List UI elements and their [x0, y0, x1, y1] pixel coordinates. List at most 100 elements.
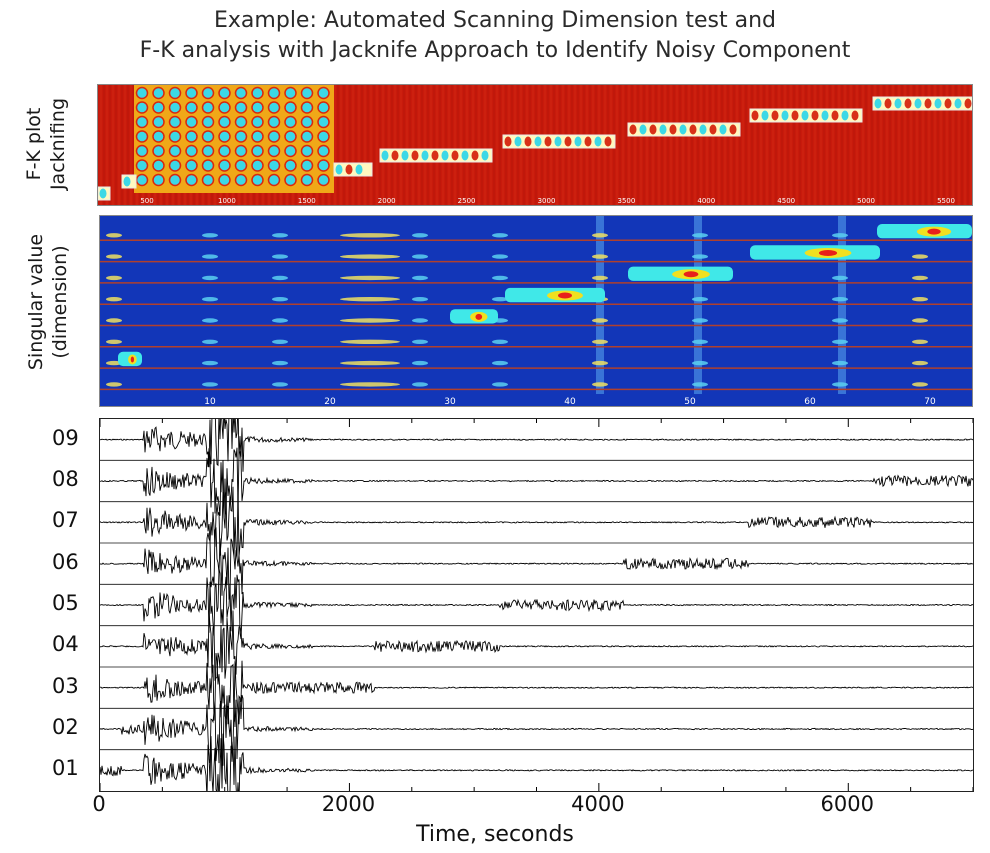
fk-band-cell: [874, 98, 882, 109]
fk-event-cell: [234, 144, 248, 158]
fk-event-cell: [317, 144, 330, 158]
fk-event-cell: [317, 101, 330, 114]
fk-event-cell: [152, 159, 165, 172]
fk-band-cell: [659, 124, 667, 135]
fk-event-block: [134, 85, 334, 193]
trace-channel-01: [100, 733, 973, 791]
x-tick-label: 0: [92, 792, 106, 816]
fk-xtick-label: 4000: [697, 197, 715, 205]
fk-event-cell: [317, 130, 330, 143]
fk-event-cell: [251, 86, 264, 100]
fk-band-cell: [461, 150, 469, 161]
channel-label-09: 09: [52, 425, 79, 450]
sv-hot-peak: [683, 271, 699, 278]
fk-event-cell: [234, 86, 248, 100]
sv-blip: [912, 318, 928, 323]
fk-band-cell: [564, 136, 572, 147]
trace-channel-07: [100, 486, 973, 559]
fk-band-cell: [604, 136, 612, 147]
fk-event-cell: [218, 86, 231, 100]
fk-band-cell: [924, 98, 932, 109]
fk-event-cell: [251, 159, 264, 172]
sv-blip: [412, 382, 428, 387]
fk-band-cell: [401, 150, 409, 161]
fk-panel-ylabel: F-K plot Jacknifing: [22, 83, 70, 205]
chart-title-line2: F-K analysis with Jacknife Approach to I…: [139, 38, 851, 63]
fk-band-cell: [801, 110, 809, 121]
fk-event-cell: [267, 173, 281, 187]
fk-band-cell: [761, 110, 769, 121]
sv-blip: [832, 275, 848, 281]
sv-blip: [272, 233, 288, 238]
fk-event-cell: [201, 101, 215, 114]
sv-blip: [106, 360, 122, 366]
sv-blip: [492, 382, 508, 387]
fk-event-cell: [218, 115, 231, 129]
trace-channel-08: [100, 447, 973, 518]
sv-blip: [272, 254, 288, 259]
sv-blip: [340, 297, 400, 302]
fk-event-cell: [168, 86, 182, 100]
fk-band-cell: [884, 98, 892, 109]
sv-hot-peak: [927, 228, 941, 235]
sv-blip: [272, 318, 288, 323]
fk-event-cell: [284, 159, 297, 172]
fk-band-cell: [934, 98, 942, 109]
fk-band-cell: [411, 150, 419, 161]
fk-band-cell: [894, 98, 902, 109]
fk-event-cell: [218, 159, 231, 172]
fk-band-cell: [729, 124, 737, 135]
channel-label-07: 07: [52, 508, 79, 533]
sv-blip: [832, 233, 848, 238]
fk-band-cell: [584, 136, 592, 147]
fk-band-cell: [391, 150, 399, 161]
sv-blip: [692, 339, 708, 344]
sv-blip: [340, 360, 400, 366]
fk-event-cell: [152, 130, 165, 143]
channel-label-06: 06: [52, 549, 79, 574]
sv-panel-ylabel: Singular value (dimension): [24, 202, 72, 402]
fk-xtick-label: 1000: [218, 197, 236, 205]
fk-band-cell: [451, 150, 459, 161]
sv-xtick-label: 10: [204, 397, 216, 406]
fk-band-cell: [709, 124, 717, 135]
sv-blip: [412, 254, 428, 259]
sv-blip: [592, 275, 608, 281]
fk-event-cell: [251, 144, 264, 158]
fk-event-cell: [267, 101, 281, 114]
fk-event-cell: [201, 159, 215, 172]
sv-xtick-label: 30: [444, 397, 456, 406]
fk-band-cell: [335, 164, 343, 175]
seismogram-plot: [100, 419, 973, 791]
sv-blip: [412, 360, 428, 366]
sv-blip: [412, 318, 428, 323]
fk-event-cell: [317, 86, 330, 100]
fk-event-cell: [168, 101, 182, 114]
sv-blip: [832, 360, 848, 366]
fk-band-cell: [751, 110, 759, 121]
seismogram-panel: [99, 418, 974, 792]
sv-blip: [106, 275, 122, 281]
fk-event-cell: [185, 130, 198, 143]
fk-event-cell: [185, 144, 198, 158]
fk-event-cell: [284, 130, 297, 143]
fk-event-cell: [152, 101, 165, 114]
fk-plot-image: 500 1000 1500 2000 2500 3000 3500 4000 4500 5000 5…: [98, 85, 972, 205]
sv-blip: [272, 339, 288, 344]
sv-blip: [106, 382, 122, 387]
sv-blip: [492, 339, 508, 344]
fk-band-cell: [914, 98, 922, 109]
sv-blip: [340, 382, 400, 387]
fk-event-cell: [135, 86, 149, 100]
sv-xtick-label: 70: [924, 397, 936, 406]
fk-band-cell: [944, 98, 952, 109]
trace-channel-04: [100, 610, 973, 681]
fk-event-cell: [152, 86, 165, 100]
fk-event-cell: [300, 159, 314, 172]
trace-channel-06: [100, 527, 973, 600]
sv-hot-peak: [818, 249, 838, 256]
fk-event-cell: [234, 173, 248, 187]
sv-xtick-label: 40: [564, 397, 576, 406]
sv-event-stripe: [596, 216, 604, 394]
sv-blip: [692, 382, 708, 387]
